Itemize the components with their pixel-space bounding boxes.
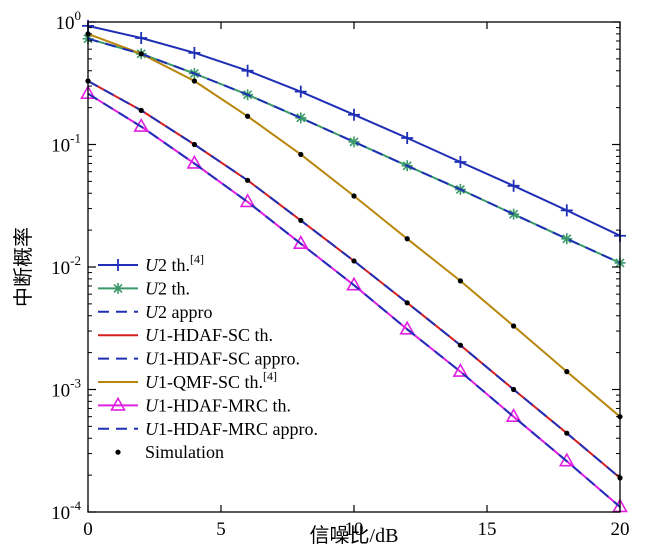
series-1-marker	[348, 108, 360, 121]
legend-entry-8: U1-HDAF-MRC appro.	[98, 419, 318, 439]
legend-entry-9: Simulation	[115, 442, 224, 462]
legend-swatch-marker	[115, 449, 121, 455]
simulation-point	[457, 342, 463, 348]
series-7-marker	[558, 452, 575, 467]
legend-swatch-marker	[110, 396, 126, 411]
legend-label: U1-HDAF-SC appro.	[145, 349, 300, 369]
legend-label: U2 th.	[145, 278, 190, 298]
series-7-marker	[452, 362, 469, 377]
legend-label: U2 th.[4]	[145, 252, 204, 275]
series-1-marker	[560, 204, 573, 217]
simulation-point	[298, 151, 304, 158]
legend-entry-4: U1-HDAF-SC th.	[98, 325, 273, 345]
simulation-point	[298, 217, 304, 224]
series-7-marker	[292, 235, 309, 249]
ticks-layer: 0 5 10 15 20 100 10-1 10-2 10-3 10-4	[51, 8, 629, 540]
series-7-marker	[346, 276, 362, 291]
series-2-marker	[561, 233, 573, 245]
y-tick-label: 10-2	[51, 253, 81, 279]
legend-label: U1-HDAF-MRC appro.	[145, 419, 318, 439]
legend-entry-6: U1-QMF-SC th.[4]	[98, 369, 277, 392]
series-1-marker	[135, 32, 148, 45]
simulation-point	[510, 386, 517, 393]
legend-label: U1-HDAF-SC th.	[145, 325, 273, 345]
simulation-point	[564, 368, 570, 375]
series-3	[87, 37, 621, 264]
series-1-marker	[188, 46, 201, 59]
legend-entry-5: U1-HDAF-SC appro.	[98, 349, 300, 369]
y-tick-label: 10-4	[51, 498, 81, 524]
legend-label: U1-QMF-SC th.[4]	[145, 369, 277, 392]
simulation-point	[457, 278, 463, 284]
series-2-marker	[295, 112, 307, 124]
simulation-point	[138, 51, 144, 57]
x-tick-label: 10	[345, 519, 364, 540]
y-tick-label: 100	[56, 8, 82, 34]
legend-label: U2 appro	[145, 302, 212, 322]
legend-entry-2: U2 th.	[98, 278, 190, 298]
y-tick-label: 10-1	[51, 131, 81, 157]
series-7-marker	[186, 154, 203, 169]
series-7-marker	[399, 320, 416, 335]
series-1-marker	[401, 131, 414, 144]
series-5	[87, 80, 621, 479]
x-tick-label: 0	[83, 519, 93, 540]
x-axis-label: 信噪比/dB	[310, 524, 399, 547]
simulation-point	[404, 236, 410, 242]
simulation-point	[510, 323, 517, 329]
series-8	[87, 92, 621, 508]
legend-label: Simulation	[145, 442, 224, 462]
y-tick-label: 10-3	[51, 376, 81, 402]
legend-label: U1-HDAF-MRC th.	[145, 395, 291, 415]
series-1-marker	[294, 85, 307, 98]
legend-entry-1: U2 th.[4]	[98, 252, 204, 275]
simulation-point	[245, 113, 251, 119]
series-1-marker	[507, 179, 520, 192]
simulation-point	[138, 107, 144, 113]
legend-entry-3: U2 appro	[98, 302, 212, 322]
series-7-marker	[505, 408, 522, 422]
legend-swatch-marker	[112, 282, 124, 294]
x-tick-label: 15	[478, 519, 497, 540]
simulation-point	[351, 258, 357, 264]
simulation-point	[191, 141, 197, 148]
series-1	[82, 19, 626, 242]
simulation-point	[191, 78, 197, 84]
legend-swatch-marker	[112, 259, 124, 271]
x-tick-label: 5	[216, 519, 226, 540]
simulation-point	[404, 300, 410, 306]
series-layer	[80, 19, 628, 513]
series-5-line	[87, 80, 621, 479]
y-axis-label: 中断概率	[12, 227, 35, 307]
simulation-point	[564, 430, 570, 436]
simulation-point	[245, 177, 251, 183]
series-1-marker	[454, 155, 467, 168]
legend: U2 th.[4] U2 th. U2 appro U1-HDAF-SC th. U1-…	[98, 252, 318, 462]
series-2-marker	[348, 136, 360, 148]
legend-entry-7: U1-HDAF-MRC th.	[98, 395, 291, 415]
x-tick-label: 20	[611, 519, 630, 540]
plot-frame	[87, 21, 621, 513]
simulation-point	[351, 193, 357, 199]
series-3-line	[87, 37, 621, 264]
series-8-line	[87, 92, 621, 508]
series-1-marker	[241, 64, 254, 77]
